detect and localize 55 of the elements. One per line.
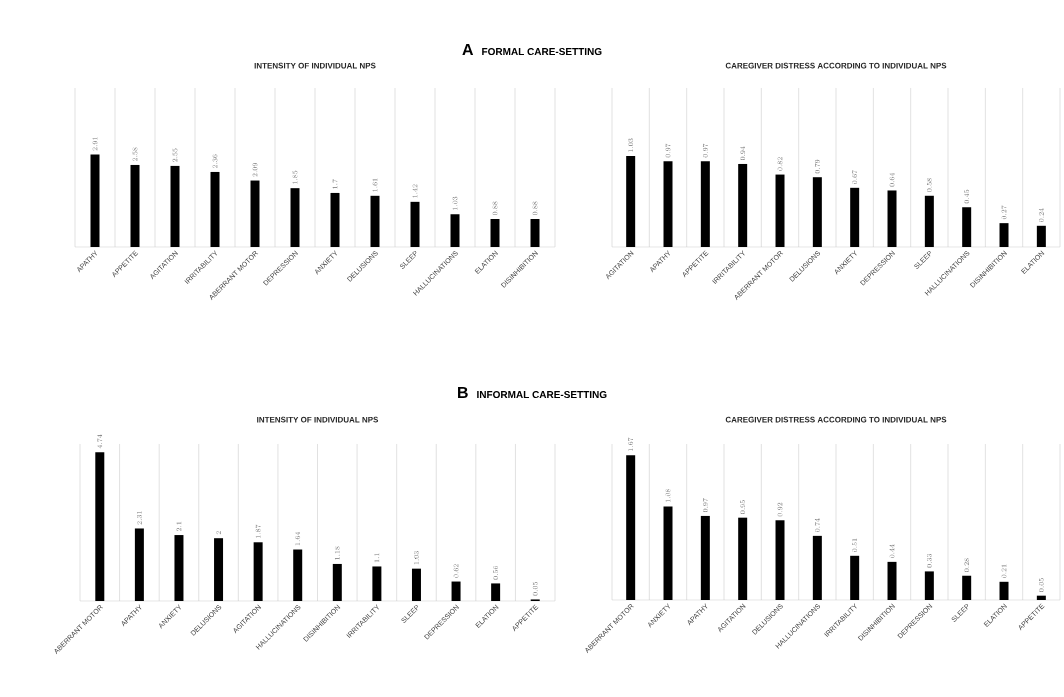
bar: [999, 223, 1009, 247]
bar: [410, 201, 420, 247]
bar: [626, 156, 636, 247]
bar: [332, 563, 342, 601]
bar: [812, 535, 822, 600]
bar: [700, 515, 710, 600]
text: INFORMAL CARE-SETTING: [477, 391, 607, 399]
bar: [887, 561, 897, 600]
bar: [90, 154, 100, 247]
bar: [775, 520, 785, 600]
bar: [924, 571, 934, 600]
bar: [451, 581, 461, 601]
bar: [450, 214, 460, 247]
bar: [170, 165, 180, 247]
bar: [330, 192, 340, 247]
bar: [290, 188, 300, 247]
text: FORMAL CARE-SETTING: [482, 48, 602, 56]
bar: [738, 517, 748, 600]
bar: [700, 161, 710, 247]
bar: [850, 187, 860, 247]
bar: [626, 455, 636, 600]
bar: [372, 566, 382, 601]
bar: [491, 583, 501, 601]
bar: [130, 164, 140, 247]
text: A: [462, 43, 474, 55]
chart-title: INTENSITY OF INDIVIDUAL NPS: [254, 62, 376, 69]
bar: [95, 452, 105, 601]
bar: [370, 195, 380, 247]
chart-title: INTENSITY OF INDIVIDUAL NPS: [257, 416, 379, 423]
bar: [1036, 595, 1046, 600]
bar: [530, 219, 540, 247]
bar: [134, 528, 144, 601]
bar: [924, 195, 934, 247]
bar: [663, 506, 673, 600]
bar: [174, 535, 184, 601]
bar: [738, 163, 748, 247]
bar: [210, 171, 220, 247]
chart-title: CAREGIVER DISTRESS ACCORDING TO INDIVIDUAL NPS: [725, 416, 947, 423]
bar: [962, 575, 972, 600]
bar: [962, 207, 972, 247]
bar: [663, 161, 673, 247]
bar: [214, 538, 224, 601]
bar: [253, 542, 263, 601]
bar: [775, 174, 785, 247]
bar: [293, 549, 303, 601]
bar: [1036, 225, 1046, 247]
bar: [812, 177, 822, 247]
chart-title: CAREGIVER DISTRESS ACCORDING TO INDIVIDUAL NPS: [725, 62, 947, 69]
bar: [999, 581, 1009, 600]
bar: [850, 555, 860, 600]
bar: [490, 219, 500, 247]
text: B: [458, 386, 468, 398]
bar: [250, 180, 260, 247]
bar: [411, 568, 421, 601]
bar: [887, 190, 897, 247]
